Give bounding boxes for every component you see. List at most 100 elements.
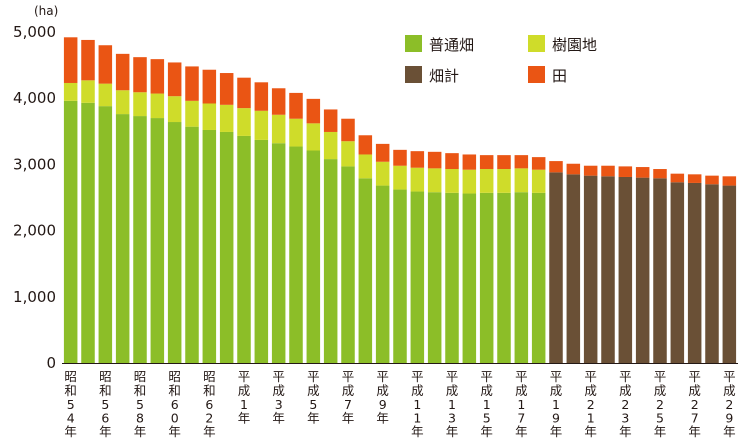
x-tick-number-char: 4	[67, 411, 75, 426]
bar-segment-田	[375, 143, 390, 162]
x-tick-era-char: 昭	[134, 369, 147, 384]
bar-segment-樹園地	[81, 80, 95, 103]
bar-segment-樹園地	[479, 169, 494, 193]
x-tick-number-char: 5	[483, 411, 491, 426]
x-tick-number-char: 1	[552, 397, 560, 412]
x-tick-era-char: 成	[238, 383, 251, 398]
legend-item: 樹園地	[528, 35, 597, 54]
bar-segment-田	[81, 39, 95, 81]
bar-segment-普通畑	[98, 106, 113, 363]
bar-segment-田	[635, 167, 650, 178]
x-tick-era-char: 成	[723, 383, 736, 398]
bar-segment-普通畑	[427, 192, 442, 363]
bar-segment-普通畑	[445, 192, 459, 363]
x-tick-number-char: 5	[67, 397, 75, 412]
x-tick-era-char: 成	[411, 383, 424, 398]
bar-segment-田	[63, 37, 78, 83]
x-tick-number-char: 2	[587, 397, 595, 412]
x-tick-era-char: 昭	[99, 369, 112, 384]
bar-segment-田	[98, 45, 113, 84]
x-tick-number-char: 5	[309, 397, 317, 412]
y-axis: 0 1,000 2,000 3,000 4,000 5,000	[13, 23, 56, 372]
bar-segment-普通畑	[531, 192, 546, 363]
x-tick-number-char: 1	[240, 397, 248, 412]
y-unit-label: (ha)	[34, 4, 58, 18]
x-axis: 昭和54年昭和56年昭和58年昭和60年昭和62年平成1年平成3年平成5年平成7…	[62, 363, 738, 439]
x-tick-number-char: 9	[725, 411, 733, 426]
x-tick-nen-char: 年	[480, 424, 493, 439]
bar-segment-樹園地	[202, 103, 217, 130]
bar-segment-普通畑	[393, 189, 407, 363]
bar-segment-樹園地	[462, 169, 477, 194]
x-tick-era-char: 成	[307, 383, 320, 398]
x-tick-number-char: 2	[205, 411, 213, 426]
bar-segment-田	[462, 154, 477, 170]
x-tick-nen-char: 年	[272, 411, 285, 426]
y-tick-label: 4,000	[13, 89, 56, 107]
x-tick-nen-char: 年	[342, 411, 355, 426]
x-tick-nen-char: 年	[238, 411, 251, 426]
x-tick-number-char: 6	[205, 397, 213, 412]
x-tick-era-char: 平	[688, 369, 701, 384]
x-tick-era-char: 成	[550, 383, 563, 398]
x-tick-number-char: 1	[413, 411, 421, 426]
x-tick-number-char: 7	[344, 397, 352, 412]
x-tick-era-char: 平	[654, 369, 667, 384]
bar-segment-普通畑	[271, 143, 286, 363]
x-tick-era-char: 平	[550, 369, 563, 384]
bar-segment-普通畑	[410, 191, 425, 363]
x-tick-nen-char: 年	[515, 424, 528, 439]
x-tick-era-char: 平	[619, 369, 632, 384]
x-tick-era-char: 平	[446, 369, 459, 384]
x-tick-nen-char: 年	[376, 411, 389, 426]
bar-segment-樹園地	[375, 161, 390, 186]
bar-segment-畑計	[687, 182, 702, 363]
bar-segment-普通畑	[63, 100, 78, 363]
bar-segment-樹園地	[167, 96, 182, 123]
bar-segment-普通畑	[323, 159, 338, 363]
bar-segment-普通畑	[497, 192, 511, 363]
bar-segment-樹園地	[63, 82, 78, 101]
x-tick-number-char: 2	[725, 397, 733, 412]
bar-segment-樹園地	[98, 83, 113, 107]
x-tick-nen-char: 年	[64, 424, 77, 439]
bar-segment-田	[323, 109, 338, 132]
x-tick-nen-char: 年	[584, 424, 597, 439]
legend-label: 畑計	[429, 67, 459, 85]
y-tick-label: 5,000	[13, 23, 56, 41]
bar-segment-田	[479, 155, 494, 170]
bar-segment-畑計	[549, 172, 563, 363]
x-tick-era-char: 和	[134, 383, 147, 398]
bar-segment-田	[202, 69, 217, 104]
x-tick-nen-char: 年	[550, 424, 563, 439]
x-tick-nen-char: 年	[203, 424, 216, 439]
bar-segment-田	[705, 175, 719, 185]
bar-segment-田	[549, 161, 563, 173]
bar-segment-樹園地	[237, 108, 251, 136]
bar-segment-樹園地	[427, 168, 442, 193]
bar-segment-畑計	[705, 184, 719, 363]
x-tick-nen-char: 年	[134, 424, 147, 439]
bar-segment-畑計	[653, 178, 667, 363]
x-tick-number-char: 5	[656, 411, 664, 426]
legend-item: 普通畑	[405, 35, 474, 54]
bar-segment-樹園地	[341, 141, 355, 167]
x-tick-era-char: 成	[515, 383, 528, 398]
bar-segment-普通畑	[254, 139, 269, 363]
bar-segment-田	[601, 165, 615, 177]
bar-segment-田	[341, 118, 355, 142]
x-tick-era-char: 成	[446, 383, 459, 398]
bar-segment-普通畑	[219, 131, 234, 363]
x-tick-number-char: 5	[101, 397, 109, 412]
x-tick-era-char: 成	[619, 383, 632, 398]
bar-segment-畑計	[722, 185, 737, 363]
bar-segment-田	[653, 169, 667, 179]
